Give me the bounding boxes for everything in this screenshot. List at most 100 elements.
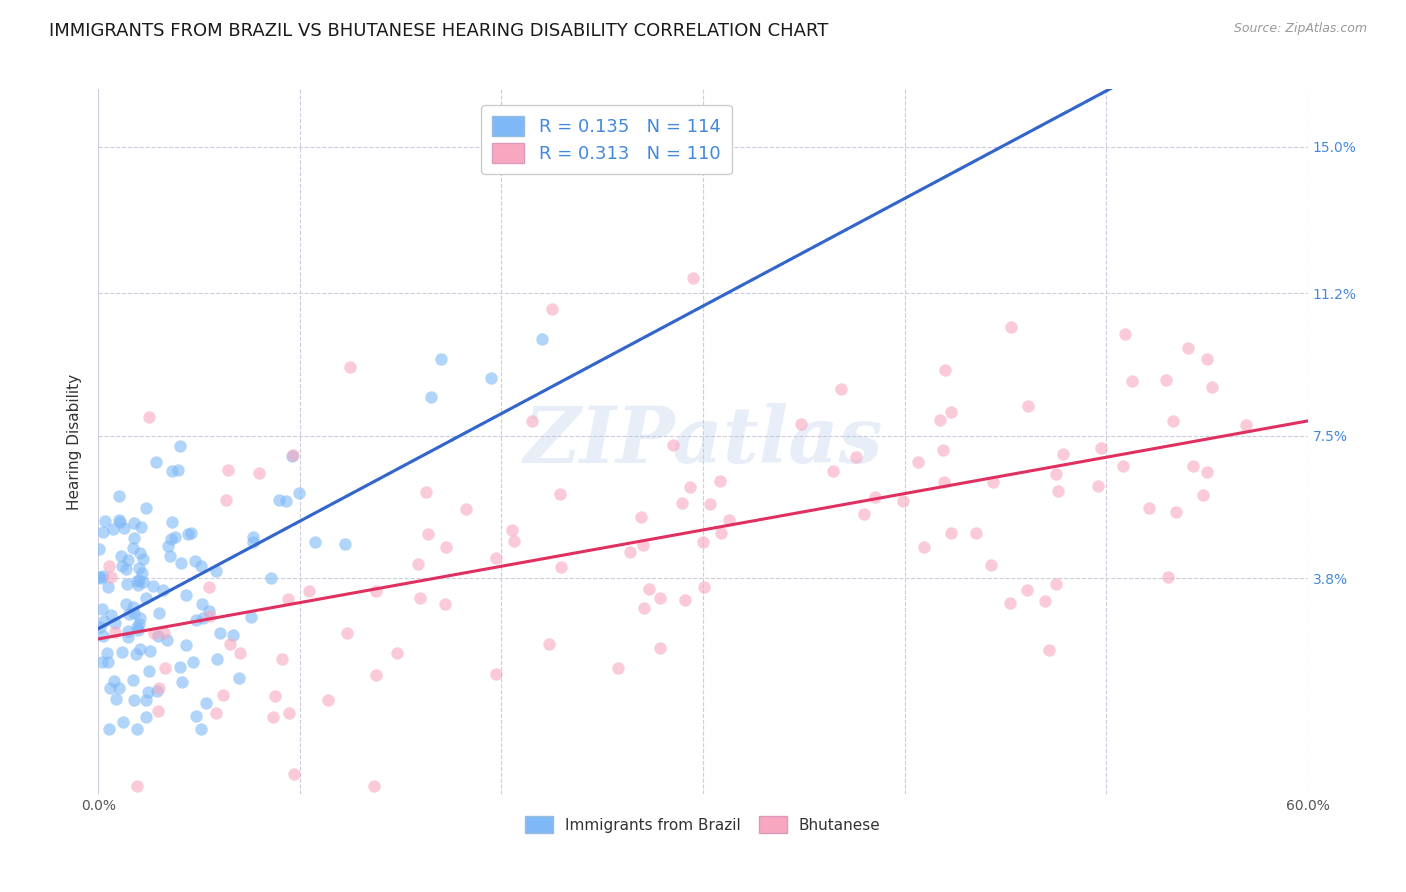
Point [205, 706, 228, 720]
Point [709, 475, 731, 489]
Point [91, 655, 114, 669]
Point [481, 371, 503, 385]
Point [1046, 483, 1069, 498]
Point [281, 449, 304, 463]
Point [128, 573, 150, 587]
Point [195, 696, 218, 710]
Point [170, 556, 193, 570]
Point [142, 579, 165, 593]
Point [117, 553, 139, 567]
Point [129, 611, 152, 625]
Point [1090, 441, 1112, 455]
Point [138, 409, 160, 424]
Point [174, 639, 197, 653]
Point [550, 559, 572, 574]
Point [97, 581, 120, 595]
Point [112, 521, 135, 535]
Point [124, 516, 146, 531]
Point [135, 591, 157, 605]
Point [242, 530, 264, 544]
Point [222, 628, 245, 642]
Point [104, 615, 127, 630]
Point [631, 537, 654, 551]
Point [682, 271, 704, 285]
Y-axis label: Hearing Disability: Hearing Disability [67, 374, 83, 509]
Point [830, 382, 852, 396]
Point [190, 722, 212, 736]
Point [117, 630, 139, 644]
Point [229, 646, 252, 660]
Point [122, 693, 145, 707]
Point [914, 540, 936, 554]
Point [114, 597, 136, 611]
Point [1087, 479, 1109, 493]
Point [433, 598, 456, 612]
Point [152, 582, 174, 597]
Point [939, 405, 962, 419]
Text: ZIPatlas: ZIPatlas [523, 403, 883, 480]
Point [159, 549, 181, 563]
Point [1182, 458, 1205, 473]
Point [1017, 582, 1039, 597]
Point [122, 600, 145, 615]
Point [717, 513, 740, 527]
Point [339, 360, 361, 375]
Point [97, 722, 120, 736]
Point [863, 490, 886, 504]
Point [406, 557, 429, 571]
Point [214, 493, 236, 508]
Point [648, 591, 671, 605]
Point [1177, 341, 1199, 355]
Point [160, 532, 183, 546]
Point [699, 496, 721, 510]
Point [162, 515, 184, 529]
Point [100, 608, 122, 623]
Point [891, 494, 914, 508]
Point [138, 644, 160, 658]
Point [1121, 374, 1143, 388]
Point [434, 540, 457, 554]
Point [108, 513, 131, 527]
Point [420, 390, 443, 404]
Point [304, 534, 326, 549]
Point [673, 592, 696, 607]
Point [1114, 326, 1136, 341]
Point [790, 417, 813, 431]
Point [100, 570, 122, 584]
Point [692, 534, 714, 549]
Point [146, 684, 169, 698]
Point [117, 624, 139, 638]
Point [87, 569, 110, 583]
Point [1201, 380, 1223, 394]
Point [160, 464, 183, 478]
Point [135, 693, 157, 707]
Point [93, 614, 115, 628]
Point [127, 623, 149, 637]
Point [87, 542, 110, 557]
Point [209, 626, 232, 640]
Point [174, 588, 197, 602]
Point [260, 571, 283, 585]
Point [111, 645, 134, 659]
Point [1161, 414, 1184, 428]
Point [633, 601, 655, 615]
Point [127, 574, 149, 588]
Point [181, 655, 204, 669]
Point [122, 607, 145, 621]
Point [191, 598, 214, 612]
Point [242, 535, 264, 549]
Point [1154, 373, 1177, 387]
Point [1137, 501, 1160, 516]
Point [169, 659, 191, 673]
Point [156, 632, 179, 647]
Point [679, 480, 702, 494]
Point [298, 584, 321, 599]
Point [103, 522, 125, 536]
Point [630, 509, 652, 524]
Point [104, 692, 127, 706]
Point [91, 630, 114, 644]
Point [145, 455, 167, 469]
Point [142, 625, 165, 640]
Point [91, 569, 114, 583]
Point [281, 448, 304, 462]
